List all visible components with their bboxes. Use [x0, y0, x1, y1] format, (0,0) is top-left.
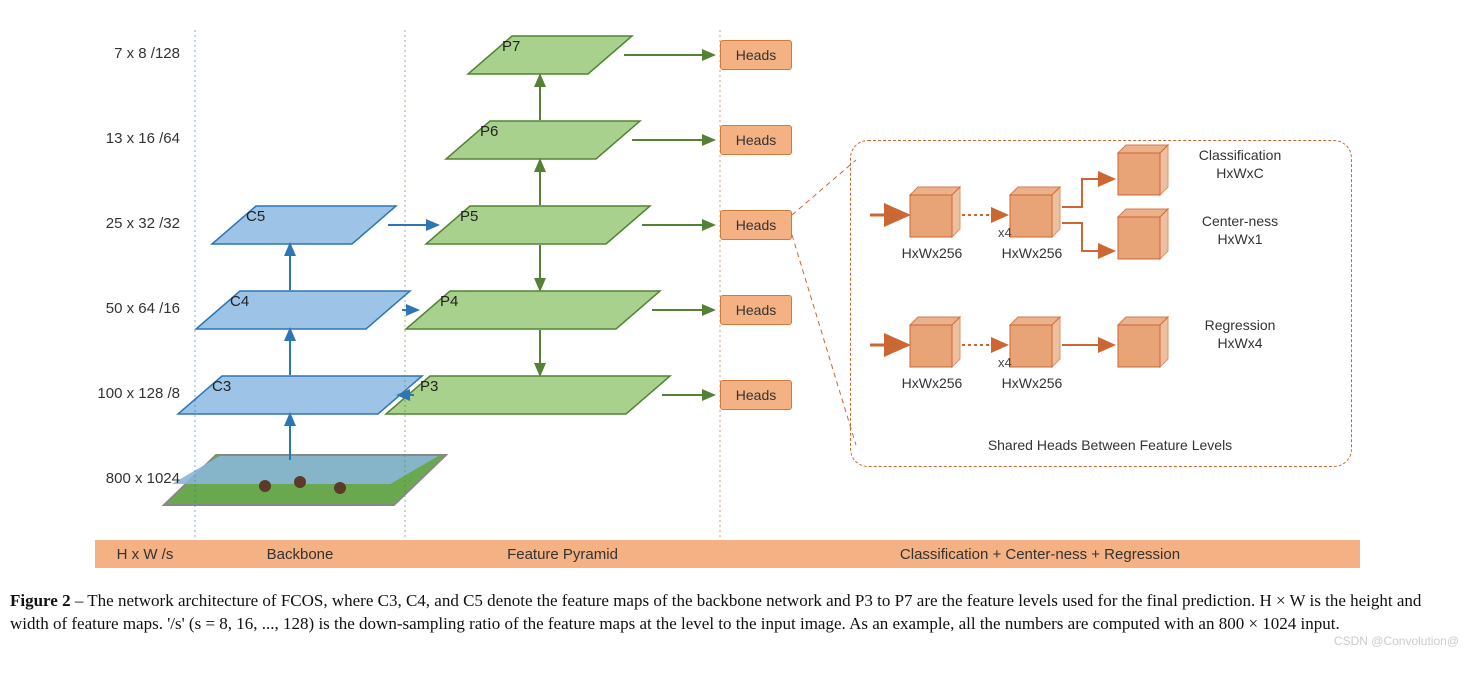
diagram-label: HxWx256	[992, 245, 1072, 261]
svg-text:P5: P5	[460, 208, 478, 225]
caption-text: – The network architecture of FCOS, wher…	[10, 591, 1421, 633]
svg-text:P3: P3	[420, 378, 438, 395]
svg-text:C5: C5	[246, 208, 265, 225]
heads-detail-panel	[850, 140, 1352, 467]
size-label: 13 x 16 /64	[70, 130, 180, 147]
caption-prefix: Figure 2	[10, 591, 71, 610]
svg-text:P4: P4	[440, 293, 458, 310]
svg-text:C3: C3	[212, 378, 231, 395]
section-label: Classification + Center-ness + Regressio…	[720, 540, 1360, 568]
diagram-label: Regression	[1180, 317, 1300, 333]
heads-box: Heads	[720, 40, 792, 70]
diagram-label: HxWxC	[1180, 165, 1300, 181]
diagram-label: x4	[998, 225, 1012, 240]
svg-text:P6: P6	[480, 123, 498, 140]
heads-box: Heads	[720, 210, 792, 240]
section-label: H x W /s	[95, 540, 195, 568]
size-label: 50 x 64 /16	[70, 300, 180, 317]
figure-container: P7 P6 C5 P5 C4 P4 C3 P3 7 x 8 /128 13 x 16 /64 25…	[0, 0, 1473, 678]
heads-box: Heads	[720, 125, 792, 155]
diagram-label: HxWx1	[1180, 231, 1300, 247]
diagram-label: Classification	[1180, 147, 1300, 163]
section-bar: H x W /sBackboneFeature PyramidClassific…	[95, 540, 1360, 568]
diagram-label: Center-ness	[1180, 213, 1300, 229]
watermark: CSDN @Convolution@	[1334, 634, 1459, 648]
heads-box: Heads	[720, 295, 792, 325]
diagram-label: HxWx256	[892, 245, 972, 261]
figure-caption: Figure 2 – The network architecture of F…	[10, 590, 1463, 636]
section-label: Feature Pyramid	[405, 540, 720, 568]
svg-text:P7: P7	[502, 38, 520, 55]
diagram-label: HxWx256	[992, 375, 1072, 391]
heads-box: Heads	[720, 380, 792, 410]
svg-text:C4: C4	[230, 293, 249, 310]
diagram-label: HxWx256	[892, 375, 972, 391]
section-label: Backbone	[195, 540, 405, 568]
diagram-label: HxWx4	[1180, 335, 1300, 351]
size-label: 100 x 128 /8	[70, 385, 180, 402]
diagram-label: Shared Heads Between Feature Levels	[930, 437, 1290, 453]
size-label: 800 x 1024	[70, 470, 180, 487]
diagram-label: x4	[998, 355, 1012, 370]
size-label: 7 x 8 /128	[70, 45, 180, 62]
size-label: 25 x 32 /32	[70, 215, 180, 232]
